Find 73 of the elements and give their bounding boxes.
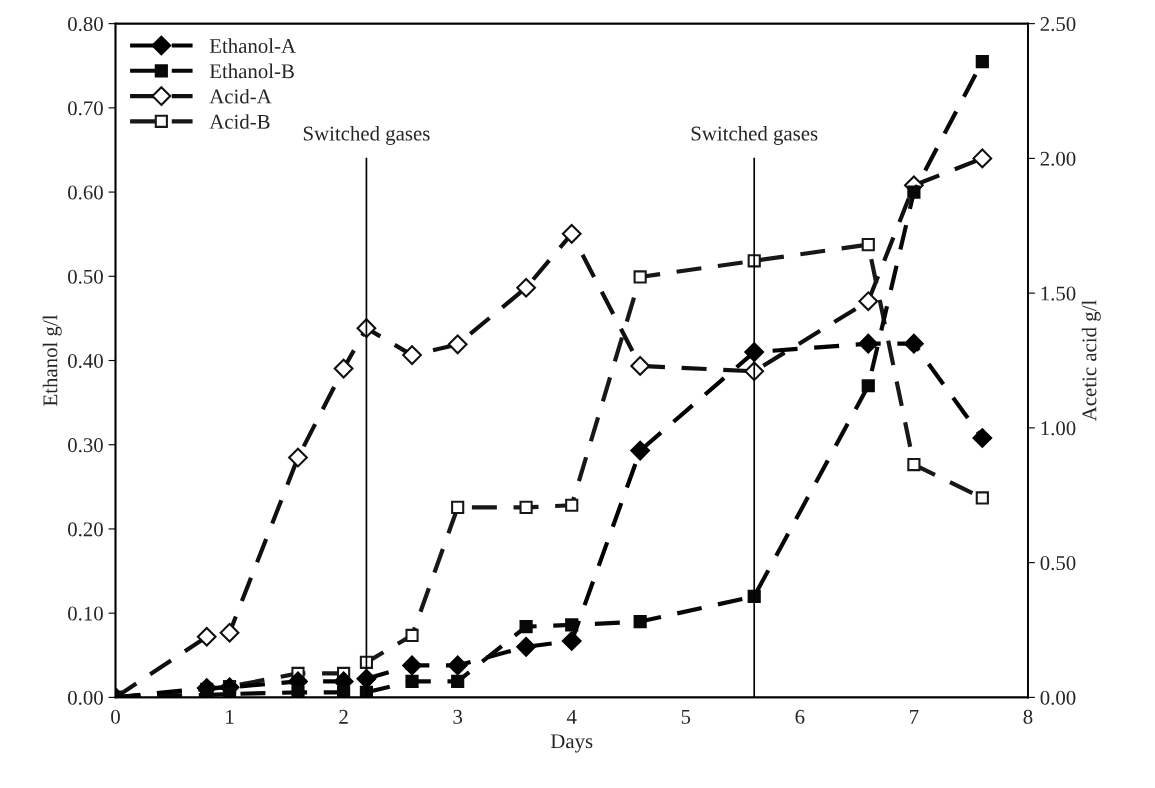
point	[633, 614, 647, 629]
y2-tick-label: 2.00	[1040, 151, 1076, 166]
point	[447, 655, 468, 676]
point	[451, 674, 465, 688]
x-tick-label: 8	[1023, 709, 1033, 724]
ref-line-label: Switched gases	[691, 125, 818, 145]
point	[519, 620, 533, 634]
y2-tick-label: 1.50	[1041, 286, 1076, 301]
x-tick-label: 5	[681, 710, 691, 724]
point	[516, 636, 536, 657]
point	[633, 270, 647, 284]
point	[333, 358, 354, 379]
point	[402, 655, 422, 676]
point	[219, 622, 240, 643]
point	[975, 491, 989, 505]
y2-tick-label: 0.50	[1040, 556, 1076, 571]
point	[858, 333, 879, 354]
point	[405, 628, 419, 642]
y-tick-label: 0.20	[68, 522, 103, 537]
x-axis-title: Days	[550, 734, 593, 753]
point	[861, 379, 875, 393]
point	[907, 457, 921, 472]
point	[451, 500, 465, 514]
y-tick-label: 0.50	[68, 269, 103, 284]
point	[337, 685, 351, 698]
point	[288, 447, 308, 468]
x-tick-label: 7	[910, 710, 919, 724]
point	[519, 500, 533, 514]
point	[196, 626, 217, 647]
point	[561, 223, 582, 244]
x-tick-label: 3	[453, 709, 463, 724]
point	[972, 428, 993, 448]
legend-label: Ethanol-A	[209, 38, 296, 54]
y-tick-label: 0.60	[68, 185, 103, 200]
x-tick-label: 1	[226, 709, 234, 724]
point	[858, 291, 879, 312]
y-tick-label: 0.00	[68, 690, 103, 705]
legend-label: Ethanol-B	[209, 63, 294, 79]
legend-label: Acid-B	[209, 114, 270, 129]
point	[291, 685, 305, 698]
y-tick-label: 0.30	[68, 438, 103, 453]
legend-label: Acid-A	[209, 88, 272, 104]
point	[861, 238, 875, 252]
y2-axis-title: Acetic acid g/l	[1081, 300, 1101, 422]
y-tick-label: 0.70	[68, 101, 103, 116]
y-axis-title: Ethanol g/l	[42, 314, 62, 406]
y-tick-label: 0.10	[68, 606, 103, 621]
x-tick-label: 0	[111, 709, 120, 724]
point	[972, 148, 993, 169]
point	[359, 655, 374, 669]
point	[200, 688, 214, 698]
ref-line-label: Switched gases	[303, 125, 430, 145]
point	[565, 618, 579, 632]
point	[975, 54, 989, 69]
y2-tick-label: 0.00	[1040, 690, 1076, 705]
point	[630, 356, 651, 376]
x-tick-label: 6	[795, 709, 805, 724]
y2-tick-label: 2.50	[1040, 17, 1076, 32]
y2-tick-label: 1.00	[1041, 421, 1076, 436]
y-tick-label: 0.80	[68, 17, 103, 32]
point	[561, 631, 582, 651]
point	[904, 333, 924, 354]
point	[516, 277, 536, 298]
point	[565, 498, 579, 512]
x-tick-label: 4	[566, 709, 577, 724]
point	[630, 440, 651, 461]
point	[402, 345, 422, 365]
point	[447, 334, 468, 355]
point	[222, 687, 237, 698]
point	[907, 185, 921, 199]
point	[405, 674, 419, 688]
y-tick-label: 0.40	[68, 353, 103, 369]
x-tick-label: 2	[339, 709, 348, 724]
